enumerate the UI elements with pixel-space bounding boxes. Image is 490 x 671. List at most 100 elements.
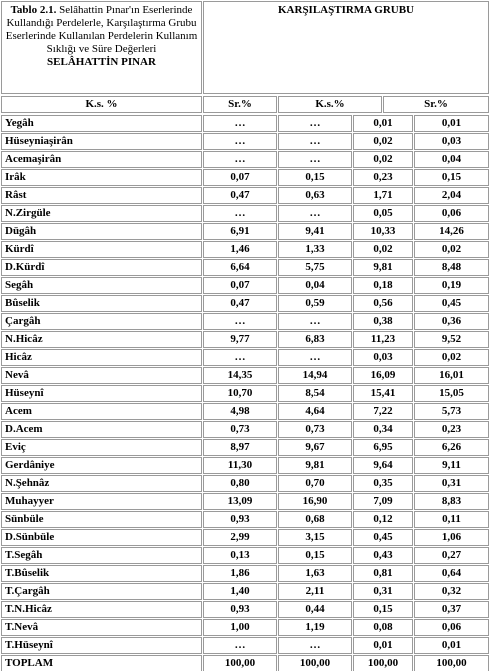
value-cell: 16,90 bbox=[278, 493, 352, 510]
row-label: Hüseynî bbox=[1, 385, 202, 402]
value-cell: 8,97 bbox=[203, 439, 277, 456]
value-cell: … bbox=[203, 637, 277, 654]
caption-author: SELÂHATTİN PINAR bbox=[47, 56, 156, 68]
value-cell: 0,73 bbox=[203, 421, 277, 438]
value-cell: 3,15 bbox=[278, 529, 352, 546]
table-row: T.N.Hicâz 0,93 0,44 0,15 0,37 bbox=[1, 601, 489, 618]
table-row: Segâh 0,07 0,04 0,18 0,19 bbox=[1, 277, 489, 294]
value-cell: 11,23 bbox=[353, 331, 413, 348]
row-label: T.Hüseynî bbox=[1, 637, 202, 654]
value-cell: … bbox=[203, 115, 277, 132]
column-header: K.s. % bbox=[1, 96, 202, 113]
value-cell: … bbox=[278, 313, 352, 330]
table-row: Yegâh…… 0,01 0,01 bbox=[1, 115, 489, 132]
value-cell: 0,02 bbox=[353, 241, 413, 258]
row-label: N.Şehnâz bbox=[1, 475, 202, 492]
value-cell: 9,41 bbox=[278, 223, 352, 240]
value-cell: 1,33 bbox=[278, 241, 352, 258]
value-cell: 0,04 bbox=[414, 151, 489, 168]
table-row: Dügâh 6,91 9,41 10,33 14,26 bbox=[1, 223, 489, 240]
row-label: Eviç bbox=[1, 439, 202, 456]
data-table: Yegâh…… 0,01 0,01 Hüseyniaşirân…… 0,02 0,03 Ac… bbox=[0, 114, 490, 671]
value-cell: 0,03 bbox=[414, 133, 489, 150]
value-cell: 10,33 bbox=[353, 223, 413, 240]
value-cell: 9,81 bbox=[353, 259, 413, 276]
value-cell: 0,23 bbox=[353, 169, 413, 186]
table-row: Gerdâniye 11,30 9,81 9,64 9,11 bbox=[1, 457, 489, 474]
row-label: Çargâh bbox=[1, 313, 202, 330]
value-cell: 0,15 bbox=[278, 547, 352, 564]
value-cell: … bbox=[203, 313, 277, 330]
value-cell: 0,35 bbox=[353, 475, 413, 492]
value-cell: … bbox=[278, 151, 352, 168]
value-cell: 0,11 bbox=[414, 511, 489, 528]
table-row: Muhayyer 13,09 16,90 7,09 8,83 bbox=[1, 493, 489, 510]
value-cell: 1,71 bbox=[353, 187, 413, 204]
value-cell: 0,03 bbox=[353, 349, 413, 366]
value-cell: 0,59 bbox=[278, 295, 352, 312]
value-cell: 0,68 bbox=[278, 511, 352, 528]
caption-row: Tablo 2.1. Selâhattin Pınar'ın Eserlerin… bbox=[1, 1, 489, 94]
value-cell: 0,31 bbox=[353, 583, 413, 600]
table-row: T.Nevâ 1,00 1,19 0,08 0,06 bbox=[1, 619, 489, 636]
table-row: N.Zirgüle…… 0,05 0,06 bbox=[1, 205, 489, 222]
row-label: D.Kürdî bbox=[1, 259, 202, 276]
column-header-row: K.s. % Sr.% K.s.% Sr.% bbox=[1, 96, 489, 113]
caption-table: Tablo 2.1. Selâhattin Pınar'ın Eserlerin… bbox=[0, 0, 490, 95]
value-cell: 0,47 bbox=[203, 187, 277, 204]
value-cell: 1,00 bbox=[203, 619, 277, 636]
value-cell: 0,01 bbox=[353, 637, 413, 654]
value-cell: 9,11 bbox=[414, 457, 489, 474]
table-row: Kürdî 1,46 1,33 0,02 0,02 bbox=[1, 241, 489, 258]
value-cell: 6,64 bbox=[203, 259, 277, 276]
value-cell: 0,02 bbox=[414, 241, 489, 258]
value-cell: 0,06 bbox=[414, 619, 489, 636]
value-cell: 0,02 bbox=[353, 151, 413, 168]
value-cell: 0,80 bbox=[203, 475, 277, 492]
table-row: D.Sünbüle 2,99 3,15 0,45 1,06 bbox=[1, 529, 489, 546]
value-cell: 16,09 bbox=[353, 367, 413, 384]
table-row: D.Acem 0,73 0,73 0,34 0,23 bbox=[1, 421, 489, 438]
value-cell: 0,05 bbox=[353, 205, 413, 222]
row-label: Hicâz bbox=[1, 349, 202, 366]
value-cell: 14,26 bbox=[414, 223, 489, 240]
column-header: Sr.% bbox=[203, 96, 277, 113]
value-cell: 6,83 bbox=[278, 331, 352, 348]
value-cell: 9,67 bbox=[278, 439, 352, 456]
value-cell: 9,81 bbox=[278, 457, 352, 474]
table-row: Acemaşirân…… 0,02 0,04 bbox=[1, 151, 489, 168]
table-row: Çargâh…… 0,38 0,36 bbox=[1, 313, 489, 330]
table-row: N.Şehnâz 0,80 0,70 0,35 0,31 bbox=[1, 475, 489, 492]
value-cell: 0,08 bbox=[353, 619, 413, 636]
table-row: Hüseyniaşirân…… 0,02 0,03 bbox=[1, 133, 489, 150]
value-cell: 15,05 bbox=[414, 385, 489, 402]
value-cell: 2,99 bbox=[203, 529, 277, 546]
table-row: Eviç 8,97 9,67 6,95 6,26 bbox=[1, 439, 489, 456]
value-cell: 0,13 bbox=[203, 547, 277, 564]
value-cell: 0,01 bbox=[414, 115, 489, 132]
value-cell: 0,56 bbox=[353, 295, 413, 312]
row-label: T.Çargâh bbox=[1, 583, 202, 600]
value-cell: 0,38 bbox=[353, 313, 413, 330]
value-cell: 0,63 bbox=[278, 187, 352, 204]
value-cell: 0,02 bbox=[353, 133, 413, 150]
table-row: N.Hicâz 9,77 6,83 11,23 9,52 bbox=[1, 331, 489, 348]
value-cell: … bbox=[203, 133, 277, 150]
value-cell: 0,01 bbox=[353, 115, 413, 132]
caption-label: Tablo 2.1. bbox=[10, 4, 57, 16]
value-cell: 16,01 bbox=[414, 367, 489, 384]
row-label: T.Bûselik bbox=[1, 565, 202, 582]
table-row: T.Bûselik 1,86 1,63 0,81 0,64 bbox=[1, 565, 489, 582]
value-cell: 0,93 bbox=[203, 511, 277, 528]
value-cell: 0,43 bbox=[353, 547, 413, 564]
value-cell: 0,18 bbox=[353, 277, 413, 294]
column-header: K.s.% bbox=[278, 96, 382, 113]
value-cell: 0,64 bbox=[414, 565, 489, 582]
value-cell: 0,47 bbox=[203, 295, 277, 312]
value-cell: 4,64 bbox=[278, 403, 352, 420]
value-cell: 100,00 bbox=[203, 655, 277, 671]
value-cell: … bbox=[278, 205, 352, 222]
value-cell: 0,45 bbox=[353, 529, 413, 546]
value-cell: 100,00 bbox=[278, 655, 352, 671]
